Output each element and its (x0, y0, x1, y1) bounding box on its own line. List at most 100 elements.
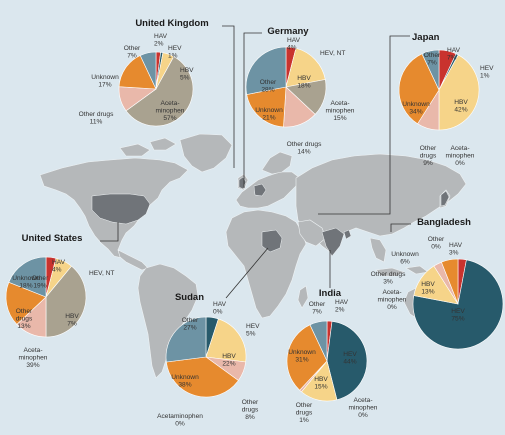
slice-label-sudan-hev: HEV 5% (246, 323, 260, 337)
pie-slice-bangladesh-unknown (441, 258, 459, 305)
slice-label-united-kingdom-hev: HEV 1% (168, 45, 182, 59)
slice-label-united-states-unknown: Unknown 18% (12, 275, 40, 289)
land-greenland (179, 133, 233, 173)
country-germany (253, 183, 267, 197)
slice-label-united-kingdom-unknown: Unknown 17% (91, 74, 119, 88)
pie-slice-sudan-hbv (205, 318, 247, 363)
land-africa (225, 209, 307, 319)
country-bangladesh (343, 229, 352, 240)
slice-label-japan-hbv: HBV 42% (454, 99, 468, 113)
slice-label-united-kingdom-acetaminophen: Aceta-minophen 57% (156, 100, 185, 122)
slice-label-germany-acetaminophen: Aceta-minophen 15% (326, 100, 355, 122)
slice-label-india-unknown: Unknown 31% (288, 349, 316, 363)
slice-label-sudan-other-drugs: Other drugs 8% (242, 399, 259, 421)
slice-label-bangladesh-hav: HAV 3% (449, 242, 463, 256)
slice-label-bangladesh-acetaminophen: Aceta-minophen 0% (378, 289, 407, 311)
slice-label-sudan-hbv: HBV 22% (222, 353, 236, 367)
slice-label-india-hev: HEV 44% (343, 351, 357, 365)
slice-label-sudan-acetaminophen: Acetaminophen 0% (157, 413, 203, 427)
pie-slice-japan-other (421, 49, 440, 91)
connector-line-united-states (100, 222, 119, 242)
pie-slice-bangladesh-hev (412, 259, 504, 350)
slice-label-germany-hav: HAV 4% (287, 37, 301, 51)
slice-label-united-kingdom-hav: HAV 2% (154, 33, 168, 47)
pie-slice-united-kingdom-acetaminophen (125, 56, 194, 127)
pie-slice-united-kingdom-other (139, 51, 157, 90)
slice-label-bangladesh-hbv: HBV 13% (421, 281, 435, 295)
slice-label-japan-unknown: Unknown 34% (402, 101, 430, 115)
slice-label-sudan-other: Other 27% (182, 317, 199, 331)
connector-line-united-kingdom (222, 25, 235, 168)
land-southeast-asia (369, 237, 387, 263)
slice-label-india-other: Other 7% (309, 301, 326, 315)
slice-label-japan-other: Other 7% (424, 52, 441, 66)
slice-label-bangladesh-hev: HEV 75% (451, 308, 465, 322)
pie-slice-germany-hbv (285, 47, 326, 88)
slice-label-india-hav: HAV 2% (335, 299, 349, 313)
slice-label-germany-hev: HEV, NT (320, 50, 345, 57)
country-sudan (261, 229, 283, 253)
slice-label-bangladesh-other-drugs: Other drugs 3% (371, 271, 407, 285)
slice-label-japan-other-drugs: Other drugs 9% (420, 145, 437, 167)
country-india (321, 227, 345, 257)
pie-slice-india-hev (326, 320, 368, 401)
pie-slice-germany-unknown (246, 86, 287, 128)
pie-slice-united-states-unknown (5, 281, 47, 325)
slice-label-united-states-acetaminophen: Aceta-minophen 39% (19, 347, 48, 369)
slice-label-japan-hav: HAV 7% (447, 47, 461, 61)
land-arctic-islands (119, 137, 177, 157)
country-japan (440, 190, 450, 207)
slice-label-india-hbv: HBV 15% (314, 376, 328, 390)
pie-slice-sudan-unknown (165, 356, 239, 398)
pie-slice-united-states-acetaminophen (45, 265, 87, 338)
slice-label-germany-other-drugs: Other drugs 14% (287, 141, 323, 155)
pie-title-sudan: Sudan (175, 292, 204, 303)
pie-chart-bangladesh: Bangladesh HAV 3% HEV 75% Aceta-minophen 0% HBV… (371, 217, 504, 350)
pie-title-bangladesh: Bangladesh (417, 217, 471, 228)
pie-slice-united-states-other (8, 256, 47, 298)
pie-slice-japan-hbv (438, 54, 480, 131)
slice-label-united-states-hav: HAV 4% (52, 259, 66, 273)
slice-label-bangladesh-other: Other 0% (428, 236, 445, 250)
pie-slice-germany-other (245, 46, 287, 95)
connector-line-bangladesh (390, 223, 411, 232)
pie-chart-sudan: Sudan HAV 0% HEV 5% HBV 22% Other drugs 8% Acetami… (157, 247, 269, 427)
slice-label-india-other-drugs: Other drugs 1% (296, 402, 313, 424)
slice-label-united-states-hbv: HBV 7% (65, 313, 79, 327)
land-madagascar (297, 285, 309, 309)
slice-label-india-acetaminophen: Aceta-minophen 0% (349, 397, 378, 419)
slice-label-germany-unknown: Unknown 21% (255, 107, 283, 121)
slice-label-germany-other: Other 28% (260, 79, 277, 93)
pie-title-united-states: United States (22, 233, 83, 244)
country-united-states (91, 193, 151, 225)
slice-label-united-states-other-drugs: Other drugs 13% (16, 308, 33, 330)
slice-label-japan-acetaminophen: Aceta-minophen 0% (446, 145, 475, 167)
connector-line-japan (318, 35, 410, 215)
pie-chart-united-states: United States HAV 4% HEV, NT HBV 7% Aceta-mino… (5, 222, 119, 369)
slice-label-sudan-hav: HAV 0% (213, 301, 227, 315)
connector-line-sudan (225, 247, 269, 299)
pie-title-united-kingdom: United Kingdom (135, 18, 208, 29)
slice-label-united-kingdom-other-drugs: Other drugs 11% (79, 111, 115, 125)
pie-chart-japan: Japan HAV 7% HEV 1% HBV 42% Aceta-minophen 0% Oth… (318, 32, 494, 215)
slice-label-united-kingdom-other: Other 7% (124, 45, 141, 59)
pie-title-germany: Germany (267, 26, 309, 37)
pie-slice-sudan-other (165, 316, 207, 363)
connector-line-germany (243, 32, 262, 188)
pie-title-india: India (319, 288, 342, 299)
pie-slice-india-other (309, 320, 328, 362)
pie-slice-india-unknown (286, 324, 328, 391)
slice-label-united-kingdom-hbv: HBV 5% (180, 67, 194, 81)
land-scandinavia (261, 151, 293, 175)
slice-label-united-states-other: Other 19% (32, 275, 49, 289)
slice-label-germany-hbv: HBV 18% (297, 75, 311, 89)
pie-slice-japan-unknown (398, 53, 440, 125)
pie-title-japan: Japan (412, 32, 440, 43)
land-arabia (297, 219, 327, 247)
slice-label-bangladesh-unknown: Unknown 6% (391, 251, 419, 265)
slice-label-united-states-hev: HEV, NT (89, 270, 114, 277)
